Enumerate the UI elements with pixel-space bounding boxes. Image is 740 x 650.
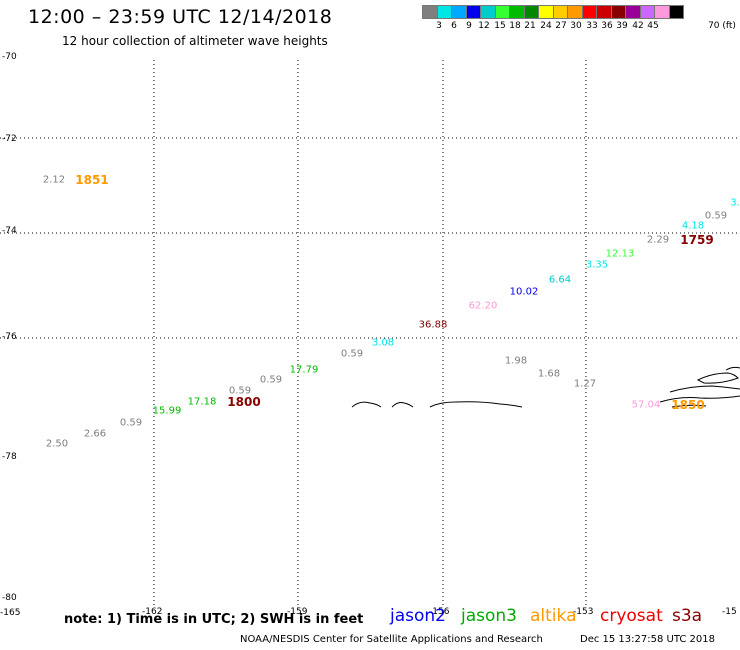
wave-height-label: 2.50 bbox=[45, 438, 69, 450]
wave-height-label: 1.27 bbox=[573, 378, 597, 390]
wave-height-label: 2.66 bbox=[83, 428, 107, 440]
color-scale-label: 45 bbox=[647, 21, 659, 31]
wave-height-label: 2.29 bbox=[646, 234, 670, 246]
wave-height-label: 17.18 bbox=[187, 396, 217, 408]
latitude-label: -72 bbox=[2, 134, 17, 144]
wave-height-label: 0.59 bbox=[228, 385, 252, 397]
graticule bbox=[0, 60, 740, 605]
color-scale-labels: 3 6 9 12 15 18 21 24 27 30 33 36 39 42 45 70 (ft) bbox=[422, 19, 736, 31]
color-scale-label: 33 bbox=[586, 21, 598, 31]
footer-note: note: 1) Time is in UTC; 2) SWH is in fe… bbox=[64, 612, 364, 627]
wave-height-label: 2.12 bbox=[42, 174, 66, 186]
longitude-label: -15 bbox=[722, 607, 737, 617]
color-scale-label: 36 bbox=[601, 21, 613, 31]
longitude-label: -165 bbox=[0, 608, 21, 618]
legend-item-jason3: jason3 bbox=[461, 606, 517, 626]
wave-height-label: 6.64 bbox=[548, 274, 572, 286]
legend-item-altika: altika bbox=[530, 606, 577, 626]
coastline-segment bbox=[351, 401, 382, 408]
wave-height-label: 3.08 bbox=[371, 337, 395, 349]
color-scale-label: 21 bbox=[524, 21, 536, 31]
wave-height-label: 15.99 bbox=[152, 405, 182, 417]
wave-height-label: 36.88 bbox=[418, 319, 448, 331]
coastline-segment bbox=[391, 402, 414, 408]
latitude-label: -76 bbox=[2, 332, 17, 342]
coastline bbox=[351, 366, 740, 408]
wave-height-label: 62.20 bbox=[468, 300, 498, 312]
legend-item-jason2: jason2 bbox=[390, 606, 446, 626]
color-scale-label: 39 bbox=[616, 21, 628, 31]
color-scale-swatches bbox=[422, 5, 732, 19]
wave-height-label: 1.68 bbox=[537, 368, 561, 380]
coastline-segment bbox=[429, 401, 523, 408]
coastline-segment bbox=[669, 385, 740, 393]
color-scale-label: 3 bbox=[436, 21, 442, 31]
pass-time-label: 1759 bbox=[680, 233, 714, 247]
wave-height-label: 0.59 bbox=[340, 348, 364, 360]
wave-height-label: 10.02 bbox=[509, 286, 539, 298]
map-title: 12:00 – 23:59 UTC 12/14/2018 bbox=[28, 6, 333, 28]
pass-time-label: 1800 bbox=[227, 395, 261, 409]
latitude-label: -78 bbox=[2, 452, 17, 462]
generated-timestamp: Dec 15 13:27:58 UTC 2018 bbox=[580, 634, 715, 645]
pass-time-label: 1851 bbox=[75, 173, 109, 187]
latitude-label: -70 bbox=[2, 52, 17, 62]
longitude-label: -162 bbox=[142, 607, 163, 617]
color-scale-label: 30 bbox=[570, 21, 582, 31]
wave-height-label: 1.98 bbox=[504, 355, 528, 367]
latitude-label: -74 bbox=[2, 226, 17, 236]
coastline-segment bbox=[696, 372, 739, 384]
color-scale-swatch bbox=[668, 5, 684, 19]
longitude-label: -153 bbox=[573, 607, 594, 617]
wave-height-label: 3.35 bbox=[585, 259, 609, 271]
legend-item-s3a: s3a bbox=[672, 606, 703, 626]
coastline-segment bbox=[725, 366, 740, 371]
color-scale-label: 6 bbox=[451, 21, 457, 31]
coastline-segment bbox=[659, 395, 740, 403]
coastline-segment bbox=[671, 404, 707, 408]
wave-height-label: 57.04 bbox=[631, 399, 661, 411]
wave-height-label: 0.59 bbox=[259, 374, 283, 386]
color-scale: 3 6 9 12 15 18 21 24 27 30 33 36 39 42 45 70 (ft) bbox=[422, 5, 736, 31]
color-scale-label: 12 bbox=[478, 21, 490, 31]
wave-height-label: 0.59 bbox=[704, 210, 728, 222]
color-scale-label: 15 bbox=[494, 21, 506, 31]
color-scale-label: 24 bbox=[540, 21, 552, 31]
color-scale-label: 9 bbox=[466, 21, 472, 31]
wave-height-label: 17.79 bbox=[289, 364, 319, 376]
pass-time-label: 1850 bbox=[671, 398, 705, 412]
wave-height-label: 4.18 bbox=[681, 220, 705, 232]
longitude-label: -156 bbox=[429, 607, 450, 617]
credit-line: NOAA/NESDIS Center for Satellite Applica… bbox=[240, 634, 543, 645]
color-scale-label: 27 bbox=[555, 21, 567, 31]
legend-item-cryosat: cryosat bbox=[600, 606, 663, 626]
wave-height-label: 3. bbox=[730, 197, 740, 209]
latitude-label: -80 bbox=[2, 593, 17, 603]
map-subtitle: 12 hour collection of altimeter wave hei… bbox=[62, 34, 328, 48]
color-scale-label: 70 (ft) bbox=[708, 21, 736, 31]
wave-height-label: 12.13 bbox=[605, 248, 635, 260]
longitude-label: -159 bbox=[287, 607, 308, 617]
color-scale-label: 42 bbox=[632, 21, 644, 31]
color-scale-label: 18 bbox=[509, 21, 521, 31]
wave-height-label: 0.59 bbox=[119, 417, 143, 429]
